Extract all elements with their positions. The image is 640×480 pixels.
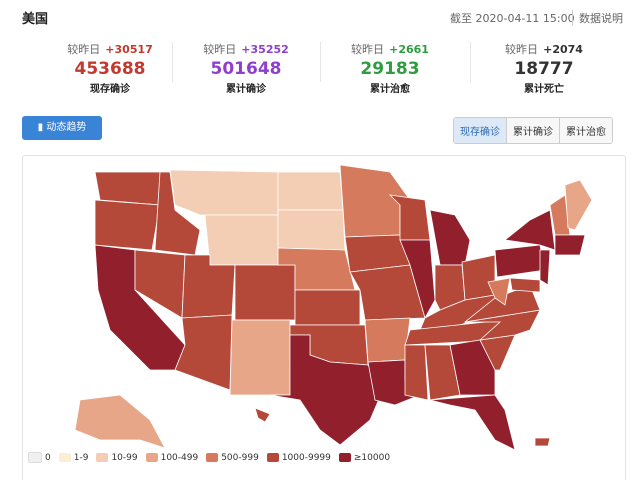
state-region[interactable] bbox=[564, 179, 593, 231]
stat-label: 累计确诊 bbox=[226, 84, 266, 95]
state-region[interactable] bbox=[229, 319, 291, 396]
state-region[interactable] bbox=[364, 317, 411, 363]
stat-value: 18777 bbox=[514, 59, 574, 79]
separator bbox=[172, 42, 173, 82]
separator bbox=[320, 42, 321, 82]
stat-block: 较昨日 +2074 18777 累计死亡 bbox=[474, 38, 614, 95]
state-region[interactable] bbox=[509, 277, 541, 293]
state-region[interactable] bbox=[94, 171, 161, 206]
delta-label: 较昨日 bbox=[505, 43, 539, 56]
state-region[interactable] bbox=[429, 394, 516, 451]
legend-item: 1000-9999 bbox=[266, 452, 331, 463]
delta-label: 较昨日 bbox=[203, 43, 237, 56]
state-region[interactable] bbox=[404, 344, 429, 401]
delta: +2661 bbox=[389, 43, 429, 56]
state-region[interactable] bbox=[74, 394, 166, 449]
delta-row: 较昨日 +2074 bbox=[474, 38, 614, 57]
tab[interactable]: 累计确诊 bbox=[506, 118, 559, 143]
delta-label: 较昨日 bbox=[351, 43, 385, 56]
state-region[interactable] bbox=[487, 277, 511, 306]
state-region[interactable] bbox=[294, 289, 361, 326]
state-region[interactable] bbox=[449, 339, 496, 396]
state-region[interactable] bbox=[234, 264, 296, 321]
stat-block: 较昨日 +35252 501648 累计确诊 bbox=[176, 38, 316, 95]
state-region[interactable] bbox=[539, 249, 551, 286]
state-region[interactable] bbox=[399, 239, 436, 320]
legend-swatch bbox=[58, 453, 71, 462]
info-link[interactable]: 数据说明 bbox=[572, 10, 623, 26]
stat-value: 29183 bbox=[360, 59, 420, 79]
legend-item: 10-99 bbox=[96, 452, 138, 463]
stat-value: 453688 bbox=[74, 59, 146, 79]
state-region[interactable] bbox=[504, 209, 556, 251]
stat-value: 501648 bbox=[210, 59, 282, 79]
delta: +30517 bbox=[105, 43, 153, 56]
state-region[interactable] bbox=[269, 334, 386, 446]
state-region[interactable] bbox=[494, 244, 546, 278]
legend-swatch bbox=[96, 453, 109, 462]
legend-item: 0 bbox=[28, 452, 51, 463]
title: 美国 bbox=[22, 12, 49, 27]
legend: 0 1-9 10-99 100-499 500-999 1000-9999 ≥10000 bbox=[28, 452, 390, 463]
legend-item: 100-499 bbox=[145, 452, 199, 463]
tab[interactable]: 现存确诊 bbox=[454, 118, 506, 143]
legend-label: 0 bbox=[45, 452, 51, 463]
state-region[interactable] bbox=[554, 234, 586, 256]
separator bbox=[470, 42, 471, 82]
legend-swatch bbox=[338, 453, 351, 462]
legend-swatch bbox=[206, 453, 219, 462]
state-region[interactable] bbox=[429, 209, 471, 266]
legend-label: 1000-9999 bbox=[281, 452, 331, 463]
delta-label: 较昨日 bbox=[67, 43, 101, 56]
state-region[interactable] bbox=[94, 199, 161, 251]
delta: +2074 bbox=[543, 43, 583, 56]
legend-label: 1-9 bbox=[73, 452, 89, 463]
timestamp: 截至 2020-04-11 15:00 bbox=[450, 12, 575, 25]
tab[interactable]: 累计治愈 bbox=[559, 118, 612, 143]
stat-label: 累计死亡 bbox=[524, 84, 564, 95]
stat-label: 累计治愈 bbox=[370, 84, 410, 95]
delta: +35252 bbox=[241, 43, 289, 56]
stat-block: 较昨日 +2661 29183 累计治愈 bbox=[320, 38, 460, 95]
legend-swatch bbox=[28, 452, 42, 463]
legend-item: 500-999 bbox=[206, 453, 259, 463]
state-region[interactable] bbox=[204, 214, 279, 266]
trend-button-label: 动态趋势 bbox=[46, 122, 87, 133]
state-region[interactable] bbox=[277, 209, 346, 251]
legend-item: ≥10000 bbox=[338, 452, 391, 463]
delta-row: 较昨日 +35252 bbox=[176, 38, 316, 57]
delta-row: 较昨日 +30517 bbox=[40, 38, 180, 57]
map-card bbox=[22, 155, 626, 480]
trend-button[interactable]: ▮ 动态趋势 bbox=[22, 116, 102, 140]
legend-swatch bbox=[145, 453, 158, 462]
state-region[interactable] bbox=[174, 314, 233, 391]
legend-label: ≥10000 bbox=[353, 452, 391, 463]
legend-item: 1-9 bbox=[58, 452, 89, 463]
stat-label: 现存确诊 bbox=[90, 84, 130, 95]
state-region[interactable] bbox=[461, 254, 496, 301]
state-region[interactable] bbox=[277, 171, 344, 211]
legend-swatch bbox=[266, 453, 279, 462]
state-region[interactable] bbox=[534, 437, 551, 447]
stat-block: 较昨日 +30517 453688 现存确诊 bbox=[40, 38, 180, 95]
legend-label: 100-499 bbox=[160, 452, 199, 463]
state-region[interactable] bbox=[169, 169, 279, 216]
state-region[interactable] bbox=[254, 407, 271, 423]
delta-row: 较昨日 +2661 bbox=[320, 38, 460, 57]
tabs: 现存确诊 累计确诊 累计治愈 bbox=[453, 117, 613, 144]
legend-label: 500-999 bbox=[221, 452, 259, 463]
legend-label: 10-99 bbox=[111, 452, 138, 463]
